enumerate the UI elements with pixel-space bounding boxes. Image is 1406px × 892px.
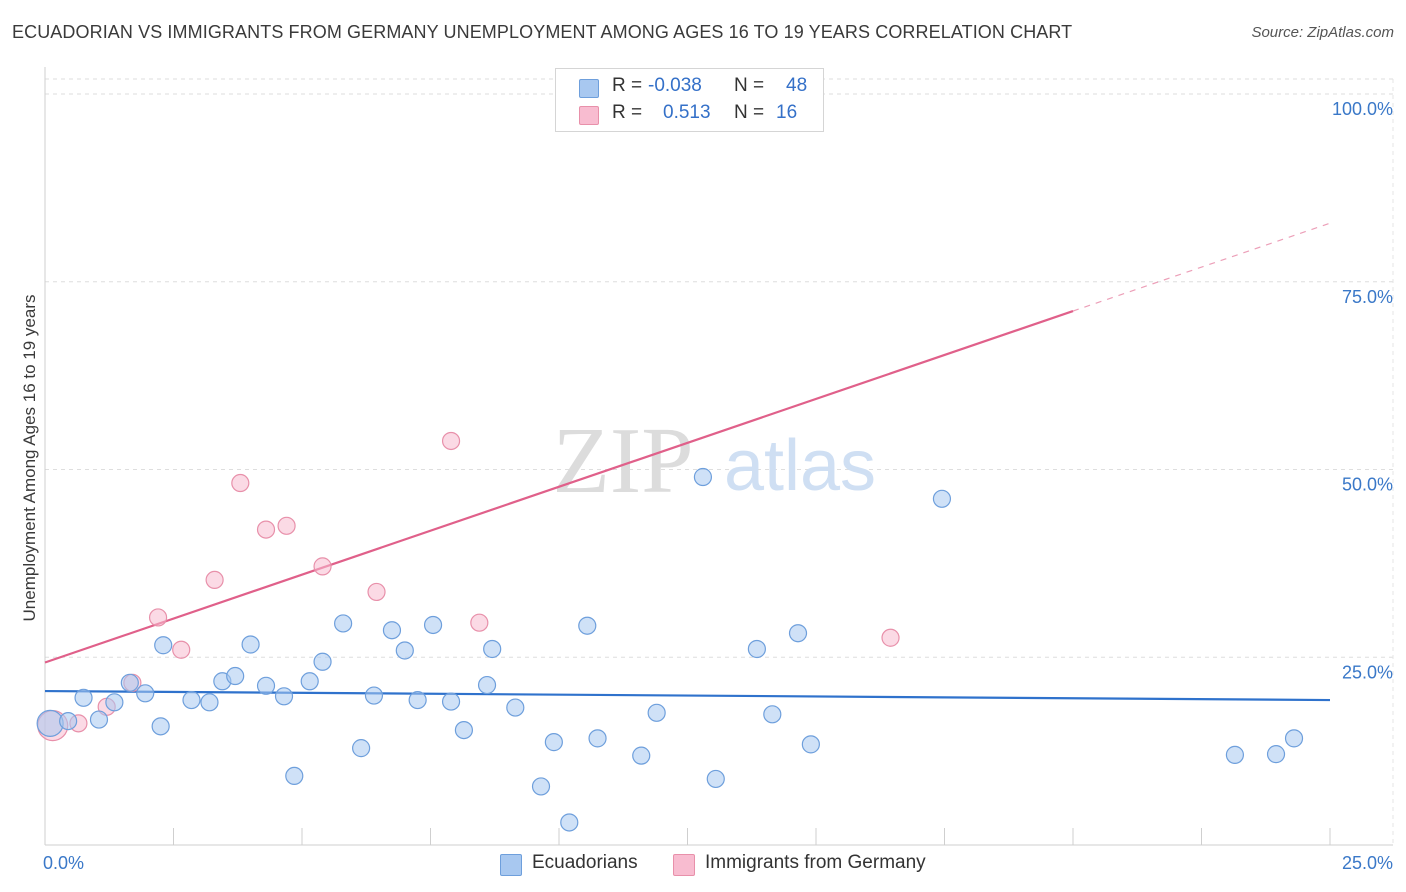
legend-label-ecuadorians: Ecuadorians <box>532 852 638 873</box>
data-point <box>205 570 224 590</box>
data-point <box>706 769 725 789</box>
legend-label-germany: Immigrants from Germany <box>705 852 926 873</box>
data-point <box>313 652 332 671</box>
data-point <box>647 703 666 722</box>
data-point <box>74 688 93 707</box>
data-point <box>408 690 427 710</box>
data-point <box>154 636 173 655</box>
series-legend: Ecuadorians Immigrants from Germany <box>0 852 1406 878</box>
r-value: 0.513 <box>663 102 711 123</box>
data-point <box>334 614 353 633</box>
trendline-dashed-1 <box>1072 222 1331 312</box>
data-point <box>256 520 276 539</box>
data-point <box>544 733 563 752</box>
data-point <box>454 720 474 740</box>
data-point <box>632 746 651 765</box>
data-point <box>441 692 461 711</box>
legend-row-ecuadorians: R = -0.038 N = 48 <box>556 75 823 101</box>
chart-title: ECUADORIAN VS IMMIGRANTS FROM GERMANY UN… <box>12 22 1073 42</box>
data-point <box>477 675 497 695</box>
data-point <box>136 684 155 703</box>
data-point <box>89 710 109 729</box>
y-tick-label: 50.0% <box>1342 475 1393 495</box>
data-point <box>200 693 219 712</box>
data-point <box>59 711 78 731</box>
data-point <box>588 729 607 748</box>
legend-swatch-germany <box>579 106 599 125</box>
data-point <box>395 641 414 660</box>
data-point <box>182 690 201 710</box>
r-label: R = <box>612 75 643 96</box>
x-tick-label: 0.0% <box>43 853 84 873</box>
data-point <box>352 739 371 758</box>
y-tick-label: 75.0% <box>1342 287 1393 307</box>
data-point <box>578 616 597 635</box>
data-point <box>36 709 64 737</box>
data-point <box>747 639 766 659</box>
data-point <box>788 624 808 643</box>
data-point <box>531 777 551 796</box>
data-point <box>441 431 461 451</box>
data-point <box>801 735 820 754</box>
legend-swatch-germany <box>673 854 695 876</box>
n-value: 48 <box>786 75 808 96</box>
trendline-1 <box>44 310 1074 664</box>
data-point <box>423 615 443 635</box>
y-tick-label: 25.0% <box>1342 662 1393 682</box>
correlation-legend: R = -0.038 N = 48 R = 0.513 N = 16 <box>555 68 824 132</box>
data-point <box>172 640 191 659</box>
data-point <box>274 687 294 706</box>
source-label: Source: ZipAtlas.com <box>1251 24 1394 41</box>
data-point <box>1266 745 1286 764</box>
data-point <box>241 635 260 654</box>
legend-swatch-ecuadorians <box>579 79 599 98</box>
data-point <box>932 489 952 508</box>
data-point <box>1225 745 1245 764</box>
data-point <box>382 621 402 640</box>
n-label: N = <box>734 102 765 123</box>
r-value: -0.038 <box>648 75 702 96</box>
tick-labels: 100.0% 75.0% 50.0% 25.0% 0.0% 25.0% <box>43 99 1393 873</box>
data-point <box>256 676 276 695</box>
data-point <box>151 717 170 736</box>
data-point <box>231 473 250 493</box>
data-point <box>105 693 124 712</box>
trendline-0 <box>44 689 1331 702</box>
data-point <box>470 613 489 632</box>
y-tick-label: 100.0% <box>1332 99 1393 119</box>
data-point <box>506 698 525 717</box>
legend-row-germany: R = 0.513 N = 16 <box>556 102 823 128</box>
x-tick-label: 25.0% <box>1342 853 1393 873</box>
n-label: N = <box>734 75 765 96</box>
data-point <box>560 813 579 832</box>
data-point <box>300 672 319 691</box>
n-value: 16 <box>776 102 798 123</box>
data-point <box>693 467 713 487</box>
data-point <box>277 516 296 535</box>
gridlines <box>45 78 1394 845</box>
data-points <box>36 88 1304 832</box>
data-point <box>226 666 245 686</box>
data-point <box>364 686 384 705</box>
data-point <box>1284 729 1304 748</box>
data-point <box>313 557 332 576</box>
data-point <box>120 673 139 692</box>
data-point <box>148 608 168 627</box>
watermark: ZIP atlas <box>553 409 877 513</box>
data-point <box>367 582 386 602</box>
data-point <box>483 639 502 659</box>
axes <box>44 67 1393 846</box>
data-point <box>881 628 900 647</box>
watermark-atlas: atlas <box>724 426 876 506</box>
r-label: R = <box>612 102 643 123</box>
trendlines <box>44 222 1331 702</box>
data-point <box>763 705 782 724</box>
legend-swatch-ecuadorians <box>500 854 522 876</box>
data-point <box>285 766 304 786</box>
watermark-zip: ZIP <box>553 409 694 513</box>
